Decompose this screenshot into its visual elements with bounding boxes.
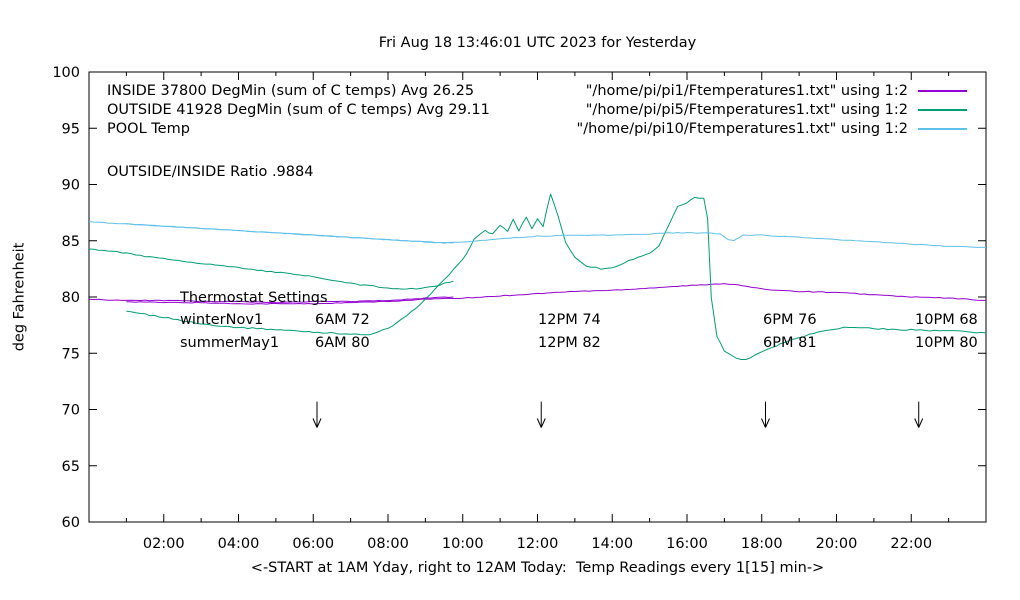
thermostat-summer-6am: 6AM 80 <box>315 335 370 351</box>
svg-text:60: 60 <box>62 515 80 531</box>
svg-text:10:00: 10:00 <box>442 536 484 552</box>
legend-label-inside: INSIDE 37800 DegMin (sum of C temps) Avg… <box>107 83 475 99</box>
y-axis-label: deg Fahrenheit <box>11 242 28 352</box>
svg-text:14:00: 14:00 <box>591 536 633 552</box>
legend-line-inside-icon <box>918 90 967 92</box>
thermostat-winter-10pm: 10PM 68 <box>915 312 978 328</box>
thermostat-summer-12pm: 12PM 82 <box>538 335 601 351</box>
legend-line-outside-icon <box>918 109 967 111</box>
svg-text:16:00: 16:00 <box>666 536 708 552</box>
svg-text:75: 75 <box>62 346 80 362</box>
svg-text:04:00: 04:00 <box>218 536 260 552</box>
chart-title: Fri Aug 18 13:46:01 UTC 2023 for Yesterd… <box>378 35 697 51</box>
svg-text:20:00: 20:00 <box>816 536 858 552</box>
legend-source-pool: "/home/pi/pi10/Ftemperatures1.txt" using… <box>576 121 908 137</box>
legend-label-outside: OUTSIDE 41928 DegMin (sum of C temps) Av… <box>107 102 490 118</box>
svg-text:12:00: 12:00 <box>517 536 559 552</box>
thermostat-summer-name: summerMay1 <box>180 335 280 351</box>
thermostat-winter-6pm: 6PM 76 <box>763 312 817 328</box>
legend-source-outside: "/home/pi/pi5/Ftemperatures1.txt" using … <box>585 102 908 118</box>
svg-text:90: 90 <box>62 178 80 194</box>
svg-text:06:00: 06:00 <box>292 536 334 552</box>
thermostat-summer-6pm: 6PM 81 <box>763 335 817 351</box>
thermostat-winter-12pm: 12PM 74 <box>538 312 601 328</box>
legend-label-pool: POOL Temp <box>107 121 190 137</box>
svg-text:95: 95 <box>62 121 80 137</box>
legend-source-inside: "/home/pi/pi1/Ftemperatures1.txt" using … <box>585 83 908 99</box>
svg-text:65: 65 <box>62 459 80 475</box>
thermostat-winter-name: winterNov1 <box>180 312 264 328</box>
ratio-note: OUTSIDE/INSIDE Ratio .9884 <box>107 164 314 180</box>
x-axis-label: <-START at 1AM Yday, right to 12AM Today… <box>250 560 825 576</box>
svg-text:80: 80 <box>62 290 80 306</box>
svg-text:02:00: 02:00 <box>143 536 185 552</box>
svg-text:70: 70 <box>62 403 80 419</box>
svg-text:22:00: 22:00 <box>890 536 932 552</box>
thermostat-heading: Thermostat Settings <box>180 290 328 306</box>
svg-text:85: 85 <box>62 234 80 250</box>
svg-text:08:00: 08:00 <box>367 536 409 552</box>
svg-text:100: 100 <box>52 65 80 81</box>
legend-line-pool-icon <box>918 128 967 130</box>
thermostat-winter-6am: 6AM 72 <box>315 312 370 328</box>
svg-text:18:00: 18:00 <box>741 536 783 552</box>
thermostat-summer-10pm: 10PM 80 <box>915 335 978 351</box>
